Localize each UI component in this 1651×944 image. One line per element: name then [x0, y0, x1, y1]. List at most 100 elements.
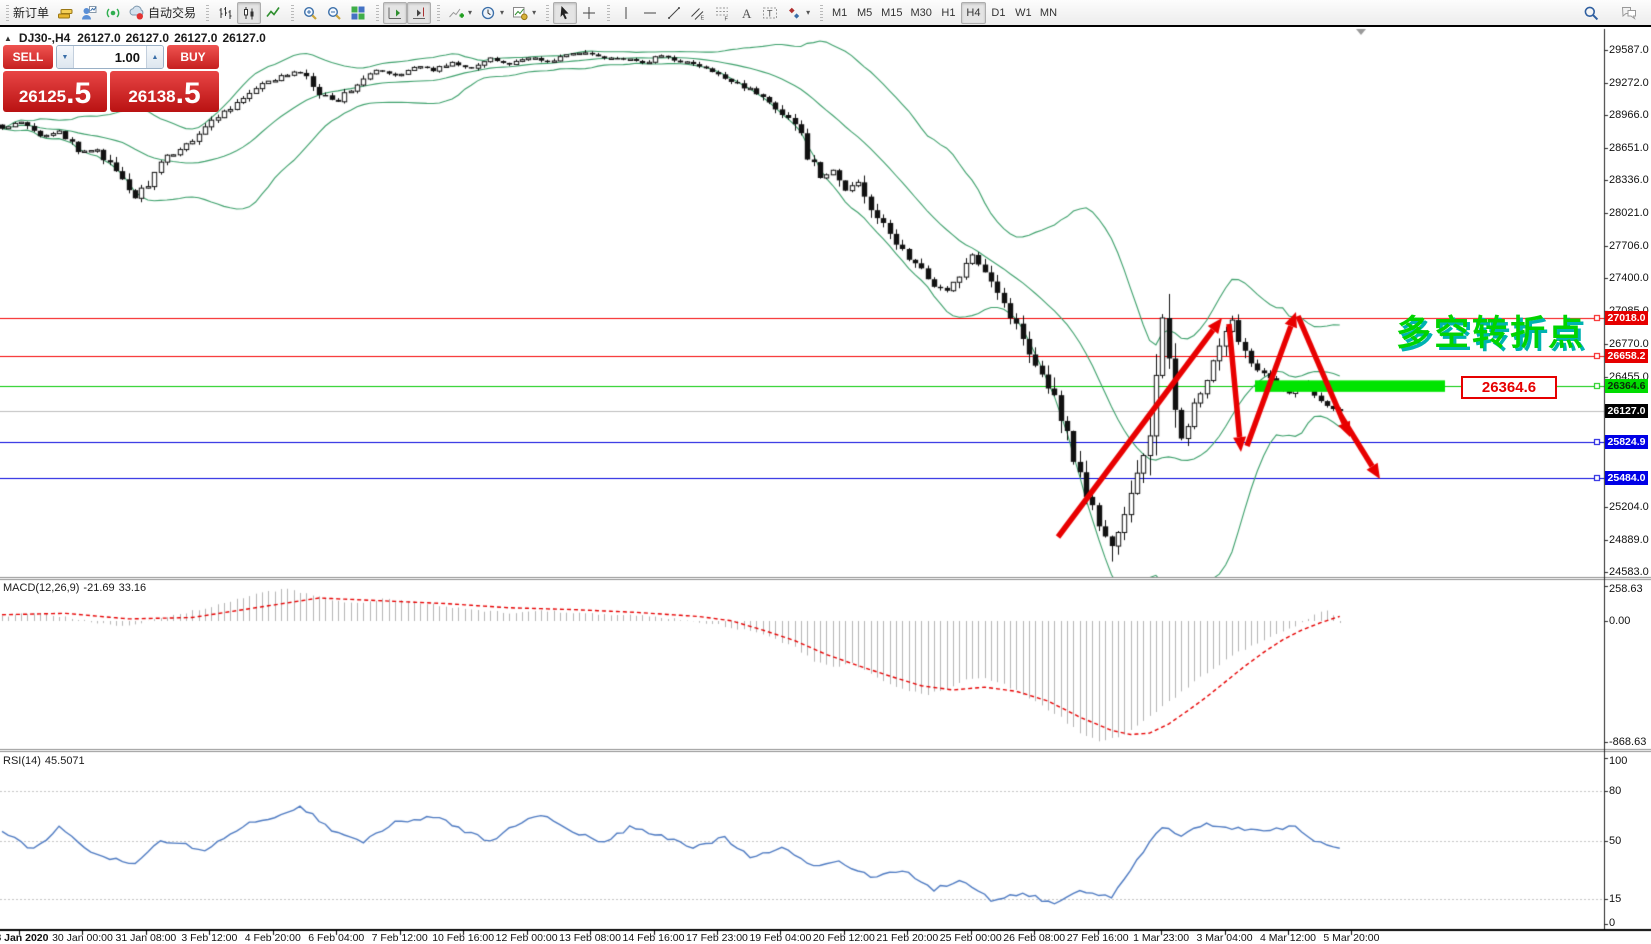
timeframe-button-H1[interactable]: H1: [936, 2, 961, 24]
chat-button[interactable]: [1617, 2, 1641, 24]
svg-text:A: A: [742, 6, 752, 21]
volume-increase-button[interactable]: ▲: [146, 46, 163, 68]
line-chart-icon: [265, 5, 281, 21]
price-badge: 26658.2: [1605, 348, 1648, 363]
zoom-out-icon: [326, 5, 342, 21]
sell-button[interactable]: SELL: [3, 45, 53, 69]
chart-title: ▲ DJ30-,H4 26127.0 26127.0 26127.0 26127.0: [4, 31, 271, 45]
date-axis-label: 1 Mar 23:00: [1133, 932, 1190, 944]
chart-shift-button[interactable]: [383, 1, 408, 24]
toolbar-grip: [437, 4, 441, 21]
fibonacci-button[interactable]: F: [710, 2, 734, 24]
rsi-axis-label: 50: [1609, 835, 1622, 847]
date-axis-label: 26 Feb 08:00: [1003, 932, 1066, 944]
price-badge: 26127.0: [1605, 403, 1648, 418]
price-axis-label: 26770.0: [1609, 337, 1649, 350]
text-label-button[interactable]: T: [758, 2, 782, 24]
macd-axis-label: 0.00: [1609, 615, 1631, 627]
ohlc-values: 26127.0 26127.0 26127.0 26127.0: [77, 31, 266, 45]
search-icon: [1583, 5, 1599, 21]
equidistant-channel-button[interactable]: E: [686, 2, 710, 24]
volume-input[interactable]: [74, 46, 146, 68]
toolbar-grip: [206, 4, 210, 21]
zoom-in-button[interactable]: [298, 2, 322, 24]
market-watch-button[interactable]: [53, 2, 77, 24]
new-order-button[interactable]: 新订单: [9, 2, 53, 24]
timeframe-button-M30[interactable]: M30: [907, 2, 936, 24]
data-window-button[interactable]: [77, 2, 101, 24]
signals-button[interactable]: [101, 2, 125, 24]
vline-icon: [618, 5, 634, 21]
auto-scroll-button[interactable]: [407, 1, 432, 24]
price-axis-label: 24583.0: [1609, 565, 1649, 578]
shapes-icon: [786, 5, 802, 21]
price-axis-label: 28651.0: [1609, 141, 1649, 154]
tile-windows-icon: [350, 5, 366, 21]
date-axis-label: 3 Feb 12:00: [181, 932, 238, 944]
timeframe-button-H4[interactable]: H4: [960, 1, 986, 24]
templates-button[interactable]: ▾: [508, 2, 540, 24]
tile-windows-button[interactable]: [346, 2, 370, 24]
periods-button[interactable]: ▾: [476, 2, 508, 24]
date-axis-label: 14 Feb 16:00: [622, 932, 685, 944]
price-chart-canvas[interactable]: [0, 27, 1651, 943]
date-axis-label: 12 Feb 00:00: [495, 932, 558, 944]
toolbar-grip: [607, 4, 611, 21]
price-badge: 25484.0: [1605, 471, 1648, 485]
price-axis-label: 24889.0: [1609, 534, 1649, 547]
date-axis-label: 27 Feb 16:00: [1066, 932, 1129, 944]
buy-button[interactable]: BUY: [167, 45, 219, 69]
trendline-icon: [666, 5, 682, 21]
date-axis-label: 5 Mar 20:00: [1323, 932, 1380, 944]
sell-price-button[interactable]: 26125.5: [3, 71, 107, 112]
date-axis-label: 31 Jan 08:00: [115, 932, 177, 944]
chart-shift-icon: [387, 5, 403, 21]
autotrade-button[interactable]: 自动交易: [125, 2, 200, 24]
cursor-button[interactable]: [553, 1, 578, 24]
templates-icon: [512, 5, 528, 21]
timeframe-button-D1[interactable]: D1: [986, 2, 1011, 24]
timeframe-button-MN[interactable]: MN: [1036, 2, 1061, 24]
indicators-icon: [448, 5, 465, 21]
market-watch-icon: [57, 5, 73, 21]
toolbar-grip: [546, 4, 550, 21]
horizontal-line-button[interactable]: [638, 2, 662, 24]
rsi-axis-label: 100: [1609, 755, 1628, 767]
macd-indicator-label: MACD(12,26,9) -21.69 33.16: [3, 582, 147, 594]
volume-decrease-button[interactable]: ▼: [57, 46, 74, 68]
timeframe-button-M15[interactable]: M15: [877, 2, 906, 24]
trendline-button[interactable]: [662, 2, 686, 24]
timeframe-button-W1[interactable]: W1: [1011, 2, 1036, 24]
date-axis-label: 10 Feb 16:00: [432, 932, 495, 944]
date-axis-label: 3 Mar 04:00: [1196, 932, 1253, 944]
indicators-button[interactable]: ▾: [444, 2, 476, 24]
macd-axis-label: 258.63: [1609, 583, 1643, 595]
vertical-line-button[interactable]: [614, 2, 638, 24]
price-badge: 26364.6: [1605, 379, 1648, 394]
profile-icon: [81, 5, 97, 21]
timeframe-button-M5[interactable]: M5: [852, 2, 877, 24]
text-button[interactable]: A: [734, 2, 758, 24]
timeframe-button-M1[interactable]: M1: [827, 2, 852, 24]
candlestick-chart-button[interactable]: [237, 1, 262, 24]
crosshair-button[interactable]: [577, 2, 601, 24]
volume-stepper: ▼ ▲: [56, 45, 164, 69]
buy-price-button[interactable]: 26138.5: [110, 71, 219, 112]
toolbar: 新订单 自动交易 ▾ ▾ ▾ E F A T ▾ M1 M5 M15 M30 H1 H4 D1 W1 MN: [0, 0, 1651, 25]
one-click-trade-panel: SELL ▼ ▲ BUY 26125.5 26138.5: [3, 45, 219, 112]
search-button[interactable]: [1579, 2, 1603, 24]
one-click-collapse-icon[interactable]: ▲: [4, 33, 12, 43]
line-chart-button[interactable]: [261, 2, 285, 24]
rsi-axis-label: 15: [1609, 893, 1622, 906]
autotrade-icon: [129, 5, 145, 21]
bar-chart-button[interactable]: [213, 2, 237, 24]
zoom-out-button[interactable]: [322, 2, 346, 24]
auto-scroll-icon: [411, 5, 427, 21]
date-axis-label: 19 Feb 04:00: [749, 932, 812, 944]
rsi-axis-label: 80: [1609, 784, 1622, 797]
price-axis-label: 27706.0: [1609, 240, 1649, 253]
shapes-button[interactable]: ▾: [782, 2, 814, 24]
price-badge: 25824.9: [1605, 435, 1648, 450]
zoom-in-icon: [302, 5, 318, 21]
bars-icon: [217, 5, 233, 21]
